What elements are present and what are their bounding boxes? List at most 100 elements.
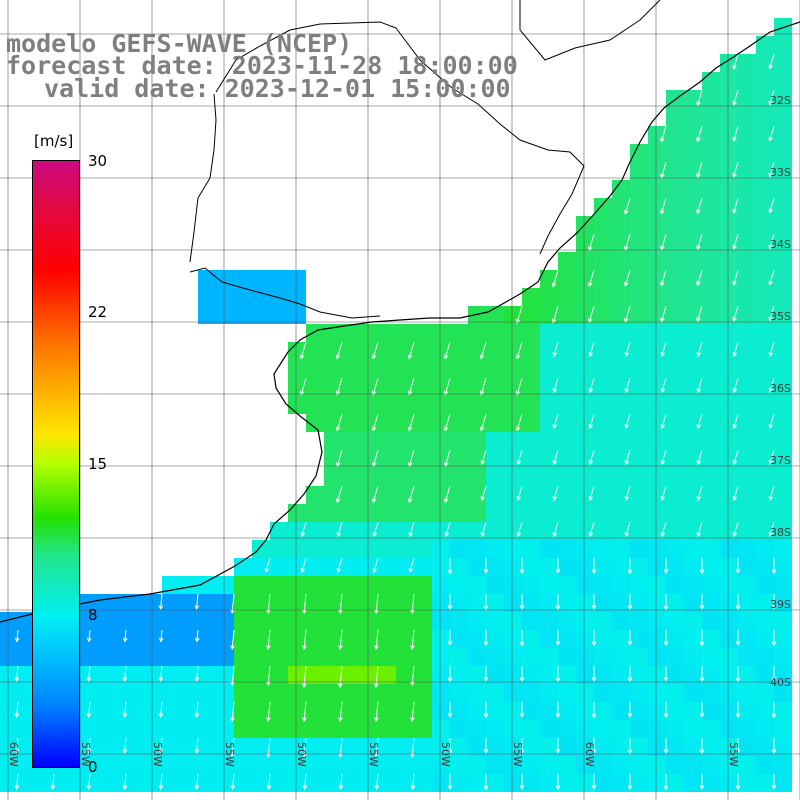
wind-speed-cell (684, 648, 702, 666)
wind-arrow (519, 666, 525, 683)
wind-speed-cell (198, 288, 216, 306)
wind-speed-cell (666, 270, 684, 288)
wind-arrow (555, 666, 561, 683)
wind-speed-cell (756, 72, 774, 90)
wind-speed-cell (720, 360, 738, 378)
wind-speed-cell (558, 252, 576, 270)
wind-speed-cell (666, 468, 684, 486)
wind-speed-cell (666, 162, 684, 180)
wind-speed-cell (684, 558, 702, 576)
wind-speed-cell (432, 594, 450, 612)
wind-arrow (299, 341, 307, 360)
wind-arrow (732, 53, 739, 71)
wind-speed-cell (630, 702, 648, 720)
wind-speed-cell (558, 360, 576, 378)
wind-speed-cell (486, 612, 504, 630)
forecast-date: forecast date: 2023-11-28 18:00:00 (6, 51, 518, 80)
wind-arrow (627, 558, 633, 575)
wind-speed-cell (648, 234, 666, 252)
wind-speed-cell (288, 630, 306, 648)
latitude-label: 40S (770, 676, 791, 689)
wind-speed-cell (630, 450, 648, 468)
wind-arrow (371, 341, 379, 360)
wind-speed-cell (324, 756, 342, 774)
wind-speed-cell (648, 702, 666, 720)
wind-speed-cell (162, 630, 180, 648)
wind-speed-cell (360, 342, 378, 360)
wind-arrow (663, 594, 669, 611)
wind-speed-cell (702, 594, 720, 612)
wind-arrow (768, 233, 775, 250)
wind-arrow (373, 665, 379, 689)
wind-speed-cell (270, 720, 288, 738)
wind-speed-cell (54, 774, 72, 792)
wind-speed-cell (756, 108, 774, 126)
wind-speed-cell (216, 774, 234, 792)
wind-speed-cell (594, 216, 612, 234)
wind-arrow (732, 305, 739, 323)
wind-speed-cell (540, 360, 558, 378)
wind-arrow (194, 593, 200, 611)
wind-speed-cell (738, 72, 756, 90)
wind-speed-cell (90, 774, 108, 792)
wind-speed-cell (558, 468, 576, 486)
wind-speed-cell (180, 738, 198, 756)
wind-speed-cell (558, 648, 576, 666)
wind-speed-cell (774, 198, 792, 216)
wind-speed-cell (162, 666, 180, 684)
wind-speed-cell (90, 738, 108, 756)
wind-speed-cell (774, 594, 792, 612)
wind-speed-cell (630, 198, 648, 216)
wind-arrow (627, 630, 633, 646)
wind-speed-cell (360, 630, 378, 648)
wind-speed-cell (738, 504, 756, 522)
wind-speed-cell (342, 360, 360, 378)
wind-arrow (194, 629, 200, 643)
wind-speed-cell (396, 504, 414, 522)
wind-speed-cell (504, 396, 522, 414)
wind-speed-cell (468, 720, 486, 738)
wind-arrow (555, 774, 561, 791)
wind-speed-cell (450, 432, 468, 450)
wind-arrow (591, 558, 597, 575)
wind-speed-cell (342, 486, 360, 504)
wind-arrow (555, 702, 561, 719)
colorbar-tick: 15 (88, 455, 108, 473)
wind-speed-cell (648, 540, 666, 558)
wind-speed-cell (342, 648, 360, 666)
wind-speed-cell (396, 378, 414, 396)
wind-speed-cell (648, 396, 666, 414)
wind-speed-cell (594, 522, 612, 540)
wind-speed-cell (306, 594, 324, 612)
wind-speed-cell (648, 198, 666, 216)
wind-arrow (587, 269, 595, 288)
wind-speed-cell (684, 612, 702, 630)
wind-arrow (230, 629, 235, 650)
wind-speed-cell (648, 432, 666, 450)
wind-speed-cell (144, 612, 162, 630)
wind-speed-cell (288, 540, 306, 558)
wind-speed-cell (594, 270, 612, 288)
wind-speed-cell (594, 576, 612, 594)
wind-arrow (552, 377, 559, 394)
wind-arrow (519, 738, 525, 755)
wind-speed-cell (324, 360, 342, 378)
wind-speed-cell (18, 666, 36, 684)
wind-speed-cell (594, 288, 612, 306)
wind-speed-cell (594, 450, 612, 468)
wind-arrow (483, 666, 489, 682)
wind-speed-cell (612, 504, 630, 522)
wind-speed-cell (720, 144, 738, 162)
wind-arrow (483, 702, 489, 719)
wind-speed-cell (630, 648, 648, 666)
wind-arrow (519, 630, 525, 647)
wind-speed-cell (522, 342, 540, 360)
wind-speed-cell (558, 756, 576, 774)
wind-speed-cell (720, 594, 738, 612)
wind-speed-cell (378, 612, 396, 630)
wind-speed-cell (252, 594, 270, 612)
wind-arrow (771, 774, 777, 790)
wind-speed-cell (342, 540, 360, 558)
wind-speed-cell (360, 666, 378, 684)
